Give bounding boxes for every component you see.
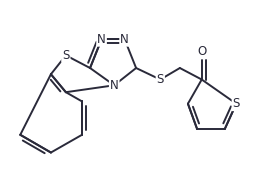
Text: S: S [232, 97, 240, 110]
Text: N: N [120, 33, 129, 46]
Text: N: N [110, 79, 119, 92]
Text: S: S [156, 73, 164, 86]
Text: S: S [62, 49, 69, 62]
Text: O: O [197, 45, 206, 58]
Text: N: N [97, 33, 106, 46]
